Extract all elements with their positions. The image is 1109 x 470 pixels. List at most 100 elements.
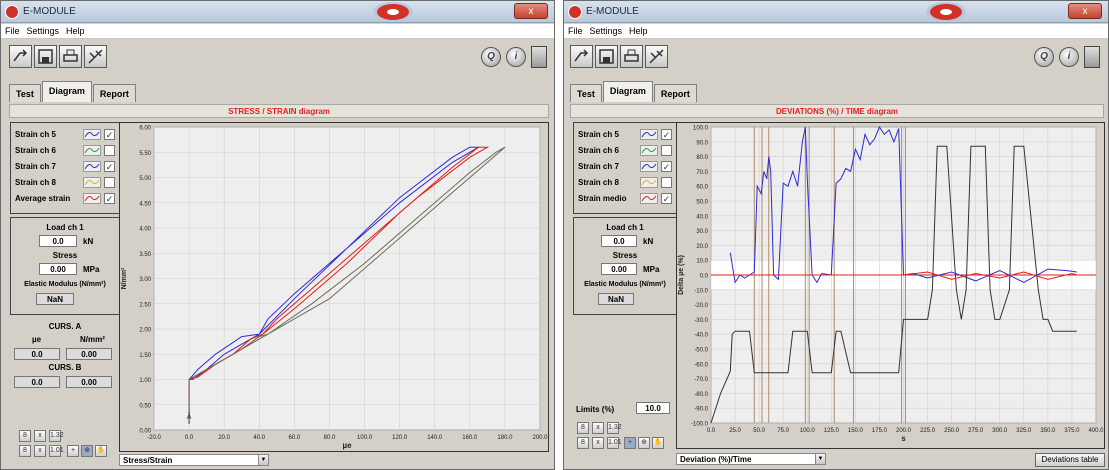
exit-button[interactable] [531, 46, 547, 68]
x-tick-label: -20.0 [147, 435, 161, 441]
legend-swatch [83, 129, 101, 140]
lock-button[interactable]: 8 [19, 430, 31, 442]
scale-y-button[interactable]: x [592, 437, 604, 449]
modulus-label: Elastic Modulus (N/mm²) [584, 281, 666, 288]
legend-swatch [83, 193, 101, 204]
tab-test[interactable]: Test [9, 84, 41, 102]
scale-y-button[interactable]: x [34, 445, 46, 457]
y-tick-label: 20.0 [696, 244, 708, 250]
save-button[interactable] [595, 45, 618, 68]
legend-row-ch5: Strain ch 5 ✓ [574, 127, 676, 143]
x-tick-label: 60.0 [289, 435, 301, 441]
y-tick-label: 4.00 [139, 227, 151, 233]
legend-swatch [83, 177, 101, 188]
lock-button[interactable]: 8 [577, 422, 589, 434]
load-label: Load ch 1 [46, 223, 84, 232]
legend-checkbox-ch8[interactable] [104, 177, 115, 188]
legend-row-ch8: Strain ch 8 [574, 175, 676, 191]
load-panel: Load ch 1 0.0 kN Stress 0.00 MPa Elastic… [573, 217, 677, 315]
y-tick-label: 0.00 [139, 429, 151, 435]
save-button[interactable] [34, 45, 57, 68]
y-tick-label: 10.0 [696, 259, 708, 265]
settings-button[interactable] [84, 45, 107, 68]
y-tick-label: -70.0 [694, 377, 708, 383]
legend-swatch [640, 129, 658, 140]
format-x-button[interactable]: 1.32 [49, 430, 64, 442]
tab-report[interactable]: Report [653, 84, 697, 102]
brand-badge-icon [926, 2, 966, 22]
lock-y-button[interactable]: 8 [19, 445, 31, 457]
save-icon [599, 49, 614, 64]
tab-test[interactable]: Test [570, 84, 602, 102]
open-button[interactable] [9, 45, 32, 68]
legend-checkbox-ch7[interactable]: ✓ [661, 161, 672, 172]
y-tick-label: 2.50 [139, 302, 151, 308]
plot-mode-select[interactable]: Deviation (%)/Time ▼ [676, 453, 826, 465]
y-tick-label: -50.0 [694, 348, 708, 354]
menu-settings[interactable]: Settings [26, 26, 60, 36]
cursor-panel: CURS. A µe N/mm² 0.0 0.00 CURS. B 0.0 0.… [10, 319, 120, 394]
legend-swatch [83, 145, 101, 156]
x-tick-label: 75.0 [777, 428, 789, 434]
zoom-tool-button[interactable]: ⊕ [81, 445, 93, 457]
pan-tool-button[interactable]: ✋ [652, 437, 664, 449]
y-tick-label: 5.50 [139, 151, 151, 157]
limits-input[interactable]: 10.0 [636, 402, 670, 414]
menu-file[interactable]: File [5, 26, 20, 36]
info-button[interactable]: i [1059, 47, 1079, 67]
tab-report[interactable]: Report [92, 84, 136, 102]
x-tick-label: 250.0 [944, 428, 960, 434]
y-tick-label: 2.00 [139, 328, 151, 334]
x-tick-label: 350.0 [1040, 428, 1056, 434]
legend-checkbox-ch6[interactable] [104, 145, 115, 156]
legend-row-ch5: Strain ch 5 ✓ [11, 127, 119, 143]
print-button[interactable] [59, 45, 82, 68]
legend-checkbox-ch6[interactable] [661, 145, 672, 156]
format-x-button[interactable]: 1.32 [607, 422, 622, 434]
plot-mode-select[interactable]: Stress/Strain ▼ [119, 454, 269, 466]
menu-help[interactable]: Help [66, 26, 85, 36]
format-y-button[interactable]: 1.01 [607, 437, 622, 449]
x-tick-label: 180.0 [497, 435, 513, 441]
menu-help[interactable]: Help [629, 26, 648, 36]
menu-settings[interactable]: Settings [589, 26, 623, 36]
legend-swatch [640, 177, 658, 188]
tab-diagram[interactable]: Diagram [41, 81, 92, 102]
menu-file[interactable]: File [568, 26, 583, 36]
close-button[interactable]: x [514, 3, 548, 19]
info-button[interactable]: i [506, 47, 526, 67]
format-y-button[interactable]: 1.01 [49, 445, 64, 457]
stress-unit: MPa [83, 265, 100, 274]
crosshair-button[interactable]: + [67, 445, 79, 457]
scale-x-button[interactable]: x [34, 430, 46, 442]
open-button[interactable] [570, 45, 593, 68]
x-tick-label: 100.0 [357, 435, 373, 441]
legend-checkbox-medio[interactable]: ✓ [661, 193, 672, 204]
limits-label: Limits (%) [576, 405, 615, 414]
scale-x-button[interactable]: x [592, 422, 604, 434]
zoom-tool-button[interactable]: ⊕ [638, 437, 650, 449]
settings-button[interactable] [645, 45, 668, 68]
lock-y-button[interactable]: 8 [577, 437, 589, 449]
legend-label: Strain ch 8 [15, 178, 56, 187]
legend-checkbox-ch7[interactable]: ✓ [104, 161, 115, 172]
legend-checkbox-ch5[interactable]: ✓ [104, 129, 115, 140]
tab-diagram[interactable]: Diagram [602, 81, 653, 102]
x-tick-label: 20.0 [218, 435, 230, 441]
exit-button[interactable] [1084, 46, 1100, 68]
crosshair-button[interactable]: + [624, 437, 636, 449]
legend-checkbox-ch5[interactable]: ✓ [661, 129, 672, 140]
x-tick-label: 300.0 [992, 428, 1008, 434]
pan-tool-button[interactable]: ✋ [95, 445, 107, 457]
deviations-table-button[interactable]: Deviations table [1035, 453, 1105, 467]
zoom-button[interactable]: Q [481, 47, 501, 67]
series-line [710, 145, 1077, 424]
close-button[interactable]: x [1068, 3, 1102, 19]
legend-checkbox-average[interactable]: ✓ [104, 193, 115, 204]
load-unit: kN [83, 237, 94, 246]
print-button[interactable] [620, 45, 643, 68]
legend-checkbox-ch8[interactable] [661, 177, 672, 188]
legend-label: Strain ch 5 [15, 130, 56, 139]
x-tick-label: 375.0 [1064, 428, 1080, 434]
zoom-button[interactable]: Q [1034, 47, 1054, 67]
